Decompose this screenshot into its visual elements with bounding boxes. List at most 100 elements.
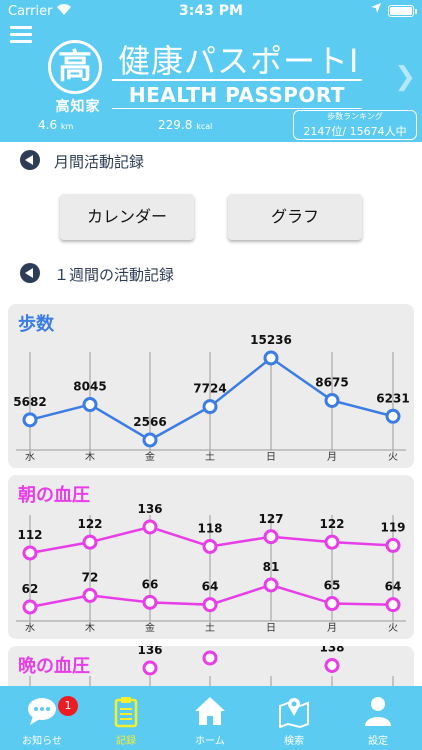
data-point[interactable] bbox=[263, 529, 279, 545]
data-label: 15236 bbox=[250, 333, 292, 347]
user-icon bbox=[365, 697, 391, 726]
x-tick-label: 水 bbox=[25, 451, 35, 463]
x-tick-label: 木 bbox=[85, 451, 95, 463]
data-point[interactable] bbox=[263, 577, 279, 593]
data-label: 81 bbox=[263, 560, 280, 574]
data-point[interactable] bbox=[82, 534, 98, 550]
chevron-right-icon[interactable]: ❯ bbox=[394, 62, 416, 92]
data-label: 122 bbox=[319, 517, 344, 531]
status-time: 3:43 PM bbox=[179, 3, 243, 19]
tab-settings[interactable]: 設定 bbox=[336, 686, 420, 750]
weekly-arrow-icon[interactable] bbox=[20, 263, 40, 283]
logo-circle bbox=[48, 40, 102, 94]
data-label: 144 bbox=[197, 646, 222, 647]
data-point[interactable] bbox=[385, 408, 401, 424]
tab-bar: 1 お知らせ 記録 ホーム 検索 設定 bbox=[0, 686, 422, 750]
data-point[interactable] bbox=[324, 596, 340, 612]
x-tick-label: 土 bbox=[205, 621, 215, 634]
x-tick-label: 水 bbox=[25, 622, 35, 634]
x-tick-label: 金 bbox=[145, 450, 155, 463]
data-label: 8045 bbox=[73, 380, 106, 394]
tab-search[interactable]: 検索 bbox=[252, 686, 336, 750]
ranking-value: 2147位/ 15674人中 bbox=[303, 125, 407, 138]
weekly-record-heading[interactable]: １週間の活動記録 bbox=[54, 266, 175, 284]
calendar-button[interactable]: カレンダー bbox=[60, 194, 194, 240]
notification-badge: 1 bbox=[58, 696, 78, 716]
tab-records[interactable]: 記録 bbox=[84, 686, 168, 750]
steps-chart-title: 歩数 bbox=[18, 314, 54, 335]
map-search-icon bbox=[279, 698, 309, 728]
data-point[interactable] bbox=[82, 587, 98, 603]
chat-bubble-icon bbox=[28, 698, 56, 725]
app-title-en: HEALTH PASSPORT bbox=[128, 83, 346, 107]
data-label: 127 bbox=[258, 512, 283, 526]
data-label: 5682 bbox=[13, 395, 46, 409]
data-label: 112 bbox=[17, 528, 42, 542]
morning-bp-chart-card: 朝の血圧 水 木 金 土 日 月 火 112 122 136 118 127 122 119 62 72 66 6… bbox=[8, 475, 414, 639]
data-label: 118 bbox=[197, 522, 222, 536]
tab-label: 設定 bbox=[368, 736, 388, 747]
data-point[interactable] bbox=[202, 539, 218, 554]
data-point[interactable] bbox=[82, 397, 98, 413]
app-header: Carrier 3:43 PM 高 高知家 健康パスポートⅠ HEALTH PA… bbox=[0, 0, 422, 142]
main-content[interactable]: 月間活動記録 カレンダー グラフ １週間の活動記録 歩数 水木金土日月火 5682… bbox=[0, 142, 422, 686]
data-label: 6231 bbox=[376, 391, 409, 405]
monthly-arrow-icon[interactable] bbox=[20, 150, 40, 170]
graph-button[interactable]: グラフ bbox=[228, 194, 362, 240]
clipboard-icon bbox=[114, 697, 138, 728]
data-point[interactable] bbox=[142, 432, 158, 448]
data-point[interactable] bbox=[385, 537, 401, 553]
calories-unit: kcal bbox=[196, 122, 213, 131]
data-point[interactable] bbox=[385, 597, 401, 613]
data-point[interactable] bbox=[202, 597, 218, 613]
tab-home[interactable]: ホーム bbox=[168, 686, 252, 750]
distance-stat: 4.6 km bbox=[38, 118, 73, 132]
data-point[interactable] bbox=[22, 412, 38, 428]
data-point[interactable] bbox=[142, 594, 158, 610]
data-point[interactable] bbox=[22, 545, 38, 561]
tab-notifications[interactable]: 1 お知らせ bbox=[0, 686, 84, 750]
data-point[interactable] bbox=[202, 650, 218, 666]
data-label: 7724 bbox=[193, 382, 226, 396]
x-tick-label: 日 bbox=[266, 452, 276, 463]
x-tick-label: 火 bbox=[388, 622, 398, 634]
data-point[interactable] bbox=[142, 660, 158, 676]
x-tick-label: 土 bbox=[205, 450, 215, 463]
app-title-jp: 健康パスポートⅠ bbox=[118, 42, 360, 80]
monthly-record-heading[interactable]: 月間活動記録 bbox=[54, 153, 145, 171]
x-tick-label: 火 bbox=[388, 451, 398, 463]
data-point[interactable] bbox=[263, 350, 279, 366]
title-underline bbox=[112, 108, 362, 109]
wifi-icon bbox=[57, 4, 71, 15]
calories-value: 229.8 bbox=[158, 118, 193, 132]
data-label: 72 bbox=[82, 570, 99, 584]
evening-bp-chart: 136 144 138 bbox=[29, 646, 394, 686]
x-tick-label: 金 bbox=[145, 621, 155, 634]
menu-icon[interactable] bbox=[10, 26, 32, 44]
evening-bp-chart-title: 晩の血圧 bbox=[18, 656, 90, 677]
tab-label: お知らせ bbox=[22, 736, 62, 747]
data-point[interactable] bbox=[202, 399, 218, 415]
logo-kanji: 高 bbox=[58, 47, 92, 87]
steps-chart: 水 木 金 土 日 月 火 5682 8045 2566 7724 15236 8675 6231 bbox=[13, 333, 409, 463]
data-label: 136 bbox=[137, 502, 162, 516]
home-icon bbox=[195, 697, 225, 725]
data-label: 122 bbox=[77, 517, 102, 531]
data-point[interactable] bbox=[22, 599, 38, 615]
data-label: 2566 bbox=[133, 415, 166, 429]
data-point[interactable] bbox=[324, 534, 340, 550]
steps-chart-card: 歩数 水 木 金 土 日 月 火 5682 8045 2566 7724 15236 8675 6231 bbox=[8, 304, 414, 468]
data-point[interactable] bbox=[324, 392, 340, 408]
status-bar: Carrier 3:43 PM bbox=[0, 0, 422, 22]
data-point[interactable] bbox=[142, 519, 158, 535]
x-tick-label: 木 bbox=[85, 622, 95, 634]
x-tick-label: 月 bbox=[327, 451, 337, 463]
data-label: 62 bbox=[22, 582, 39, 596]
title-divider bbox=[112, 79, 362, 81]
data-label: 136 bbox=[137, 646, 162, 657]
x-tick-label: 月 bbox=[327, 622, 337, 634]
data-label: 119 bbox=[380, 520, 405, 534]
data-label: 8675 bbox=[315, 375, 348, 389]
data-label: 65 bbox=[324, 579, 341, 593]
data-point[interactable] bbox=[324, 658, 340, 673]
